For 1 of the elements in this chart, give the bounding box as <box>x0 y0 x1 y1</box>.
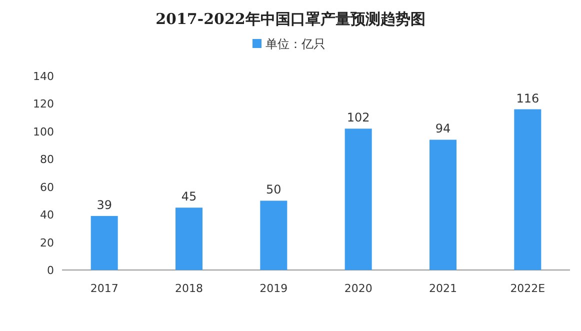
title: 2017-2022年中国口罩产量预测趋势图 <box>156 10 426 28</box>
